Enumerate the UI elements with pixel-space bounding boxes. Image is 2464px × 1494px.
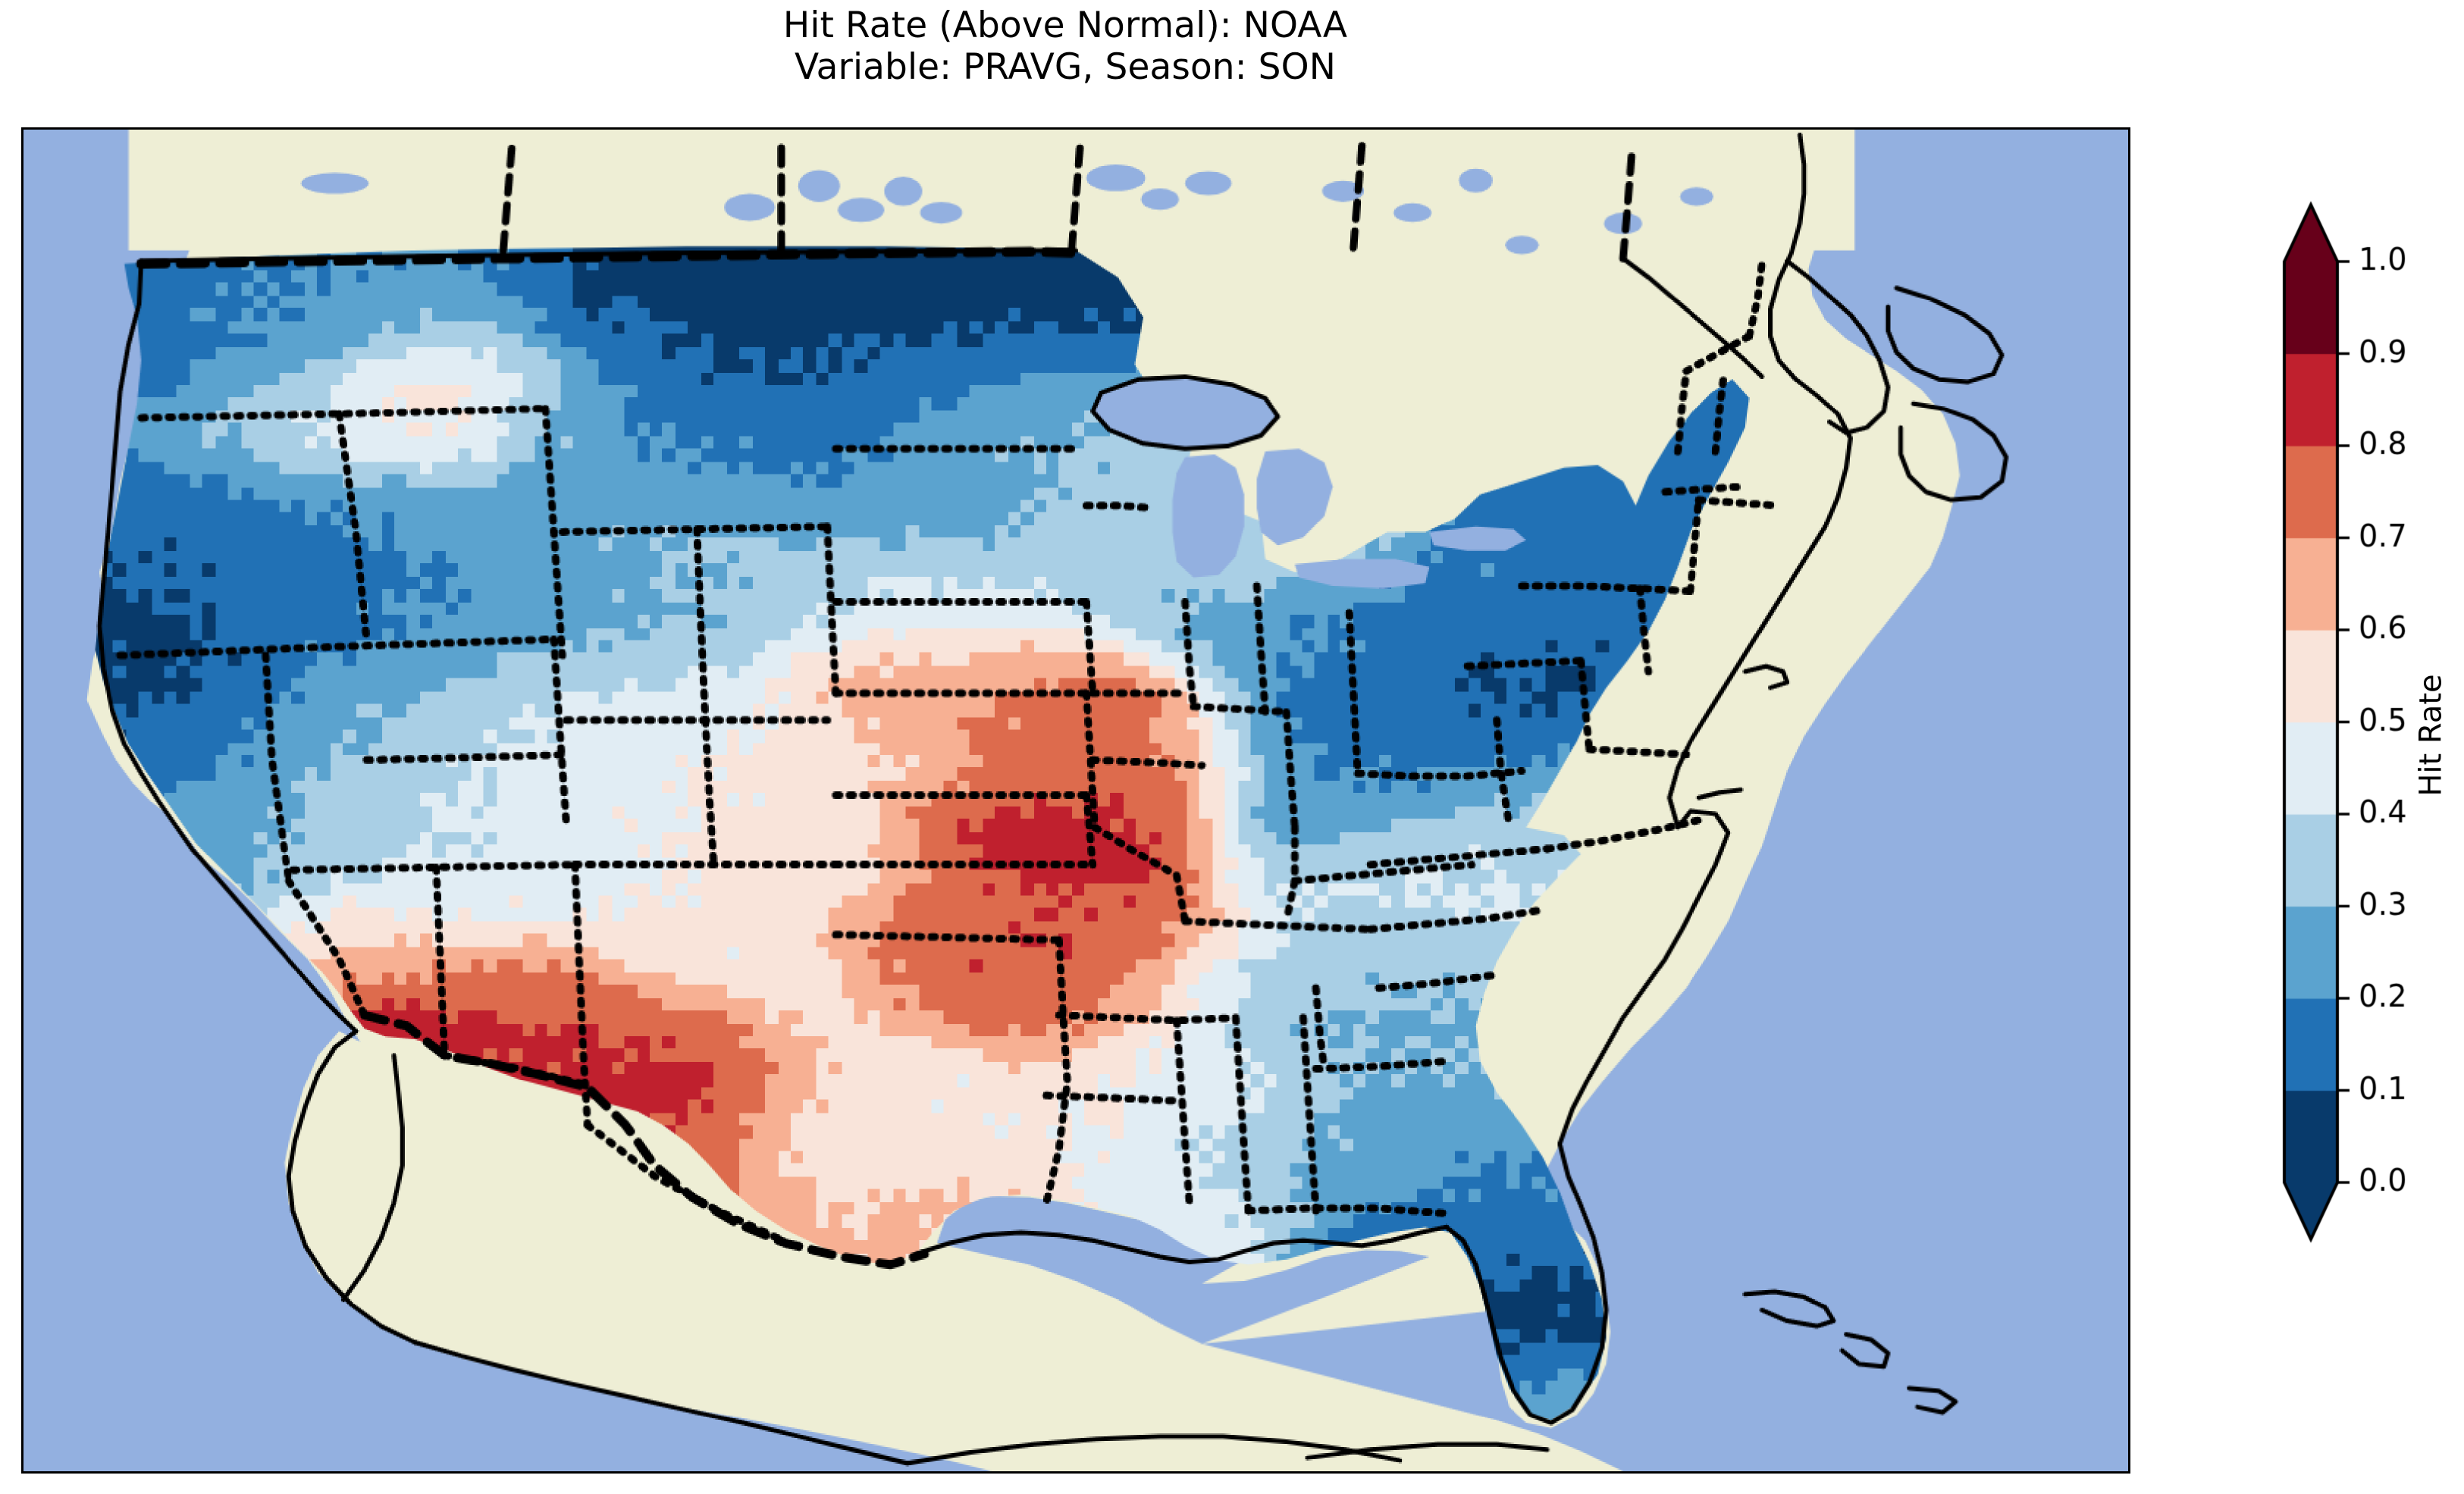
title-line-2: Variable: PRAVG, Season: SON [795,46,1336,89]
title-line-1: Hit Rate (Above Normal): NOAA [782,5,1348,46]
colorbar-axis-label: Hit Rate [2405,121,2458,1349]
colorbar-label-text: Hit Rate [2414,674,2449,797]
figure-title: Hit Rate (Above Normal): NOAA Variable: … [0,5,2130,89]
colorbar-gradient [2243,121,2464,1349]
hit-rate-heatmap [24,130,2128,1471]
map-axes [21,127,2130,1474]
colorbar: Hit Rate [2243,121,2464,1349]
